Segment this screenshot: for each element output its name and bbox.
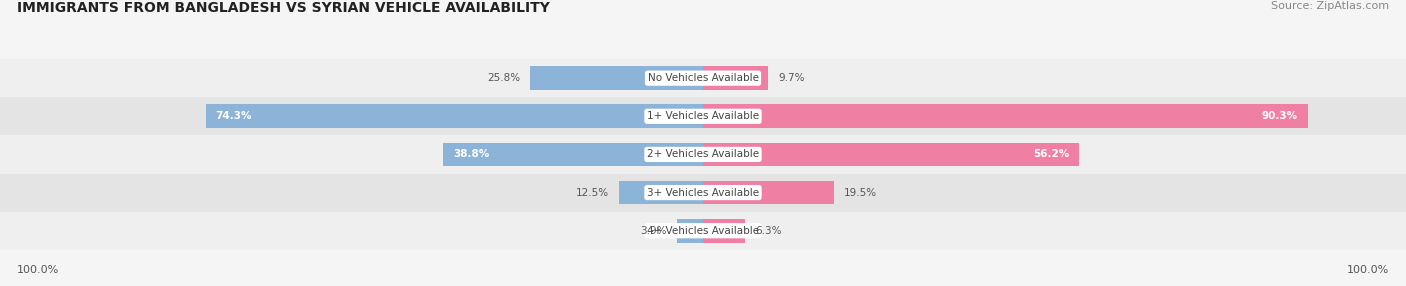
Text: 9.7%: 9.7% xyxy=(778,73,804,83)
Bar xyxy=(0,135,1406,174)
Text: 100.0%: 100.0% xyxy=(1347,265,1389,275)
Text: 38.8%: 38.8% xyxy=(453,150,489,159)
Text: 19.5%: 19.5% xyxy=(844,188,877,198)
Text: 56.2%: 56.2% xyxy=(1033,150,1069,159)
Text: 74.3%: 74.3% xyxy=(215,111,252,121)
Bar xyxy=(443,143,703,166)
Text: 12.5%: 12.5% xyxy=(576,188,609,198)
Bar xyxy=(703,219,745,243)
Bar xyxy=(703,66,768,90)
Bar xyxy=(0,59,1406,97)
Text: 90.3%: 90.3% xyxy=(1261,111,1298,121)
Bar xyxy=(530,66,703,90)
Text: No Vehicles Available: No Vehicles Available xyxy=(648,73,758,83)
Text: 6.3%: 6.3% xyxy=(755,226,782,236)
Text: IMMIGRANTS FROM BANGLADESH VS SYRIAN VEHICLE AVAILABILITY: IMMIGRANTS FROM BANGLADESH VS SYRIAN VEH… xyxy=(17,1,550,15)
Bar xyxy=(703,143,1080,166)
Text: 3.9%: 3.9% xyxy=(640,226,666,236)
Bar xyxy=(703,181,834,204)
Bar xyxy=(703,104,1308,128)
Text: 4+ Vehicles Available: 4+ Vehicles Available xyxy=(647,226,759,236)
Text: 1+ Vehicles Available: 1+ Vehicles Available xyxy=(647,111,759,121)
Text: 2+ Vehicles Available: 2+ Vehicles Available xyxy=(647,150,759,159)
Text: 3+ Vehicles Available: 3+ Vehicles Available xyxy=(647,188,759,198)
Bar xyxy=(0,97,1406,135)
Bar xyxy=(0,174,1406,212)
Bar xyxy=(205,104,703,128)
Bar xyxy=(676,219,703,243)
Text: 100.0%: 100.0% xyxy=(17,265,59,275)
Bar xyxy=(0,212,1406,250)
Text: Source: ZipAtlas.com: Source: ZipAtlas.com xyxy=(1271,1,1389,11)
Text: 25.8%: 25.8% xyxy=(486,73,520,83)
Bar xyxy=(619,181,703,204)
